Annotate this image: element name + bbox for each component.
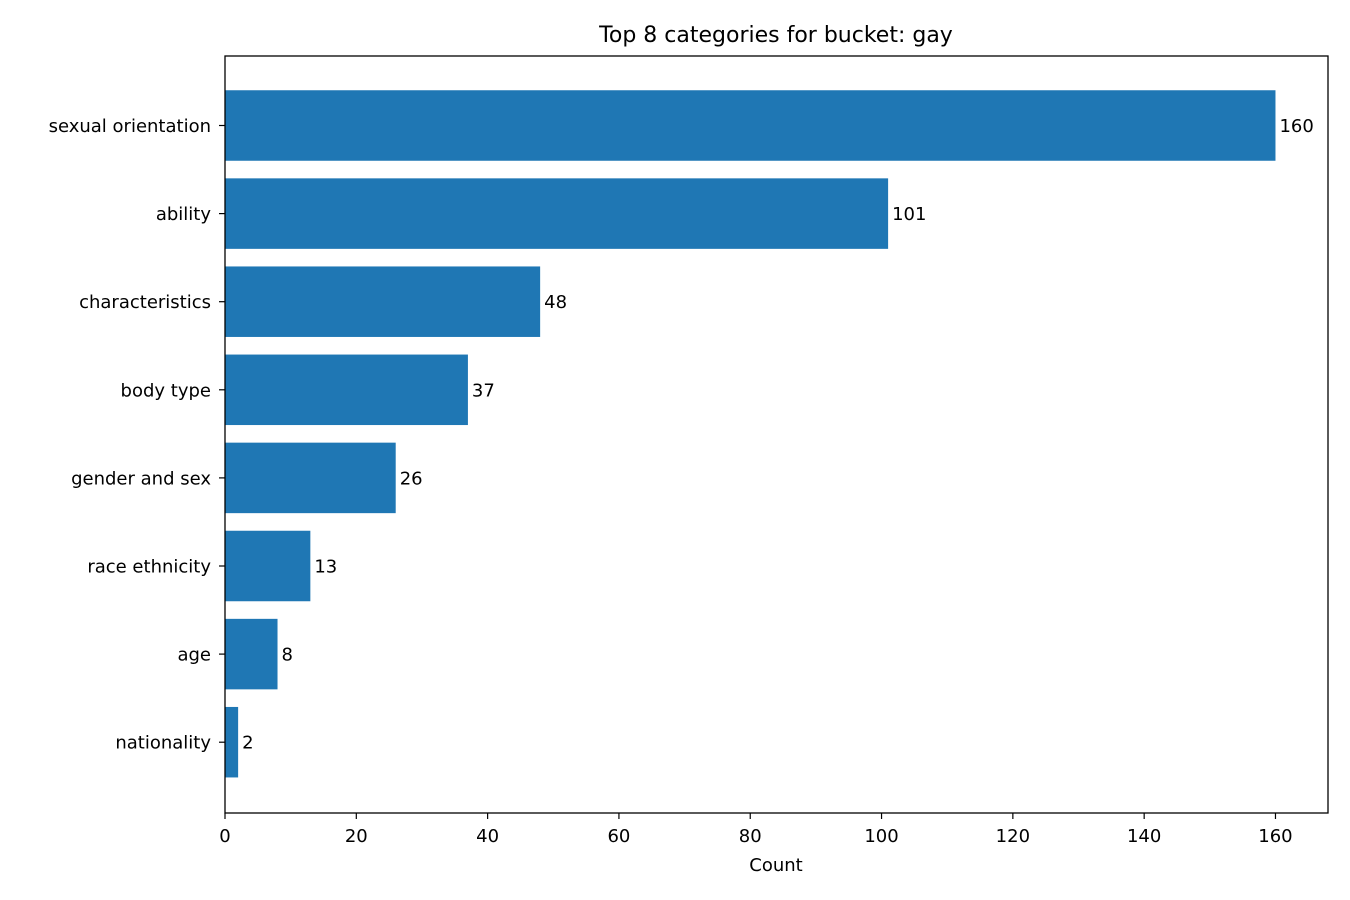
x-tick-label: 120 xyxy=(996,826,1030,847)
y-tick-label: sexual orientation xyxy=(49,116,211,137)
y-tick-label: characteristics xyxy=(79,292,211,313)
bar-characteristics xyxy=(225,266,541,337)
bar-gender-and-sex xyxy=(225,442,396,514)
data-label: 8 xyxy=(282,645,293,666)
x-tick-label: 100 xyxy=(864,826,898,847)
y-tick-label: nationality xyxy=(115,733,211,754)
x-tick-label: 140 xyxy=(1127,826,1161,847)
y-tick-label: ability xyxy=(156,204,212,225)
x-tick-label: 40 xyxy=(476,826,499,847)
x-tick-label: 20 xyxy=(345,826,368,847)
x-tick-label: 160 xyxy=(1258,826,1292,847)
y-tick-label: gender and sex xyxy=(71,468,211,489)
chart-title: Top 8 categories for bucket: gay xyxy=(598,23,953,48)
bar-age xyxy=(225,618,278,690)
data-label: 101 xyxy=(892,204,926,225)
x-axis-ticks: 0 20 40 60 80 100 120 140 160 xyxy=(219,813,1293,847)
bar-ability xyxy=(225,178,889,249)
data-label: 13 xyxy=(314,557,337,578)
data-labels: 160 101 48 37 26 13 8 2 xyxy=(242,116,1314,754)
x-tick-label: 80 xyxy=(739,826,762,847)
x-tick-label: 60 xyxy=(607,826,630,847)
bars-group xyxy=(225,90,1276,778)
x-tick-label: 0 xyxy=(219,826,230,847)
bar-race-ethnicity xyxy=(225,530,311,602)
data-label: 160 xyxy=(1279,116,1313,137)
data-label: 37 xyxy=(472,380,495,401)
data-label: 48 xyxy=(544,292,567,313)
data-label: 26 xyxy=(400,468,423,489)
bar-body-type xyxy=(225,354,468,426)
bar-nationality xyxy=(225,706,239,778)
y-tick-label: race ethnicity xyxy=(87,557,211,578)
x-axis-label: Count xyxy=(749,855,802,876)
y-tick-labels: sexual orientation ability characteristics… xyxy=(49,116,225,754)
y-tick-label: age xyxy=(177,645,211,666)
y-tick-label: body type xyxy=(121,380,211,401)
plot-frame xyxy=(224,55,1329,814)
data-label: 2 xyxy=(242,733,253,754)
bar-sexual-orientation xyxy=(225,90,1276,161)
